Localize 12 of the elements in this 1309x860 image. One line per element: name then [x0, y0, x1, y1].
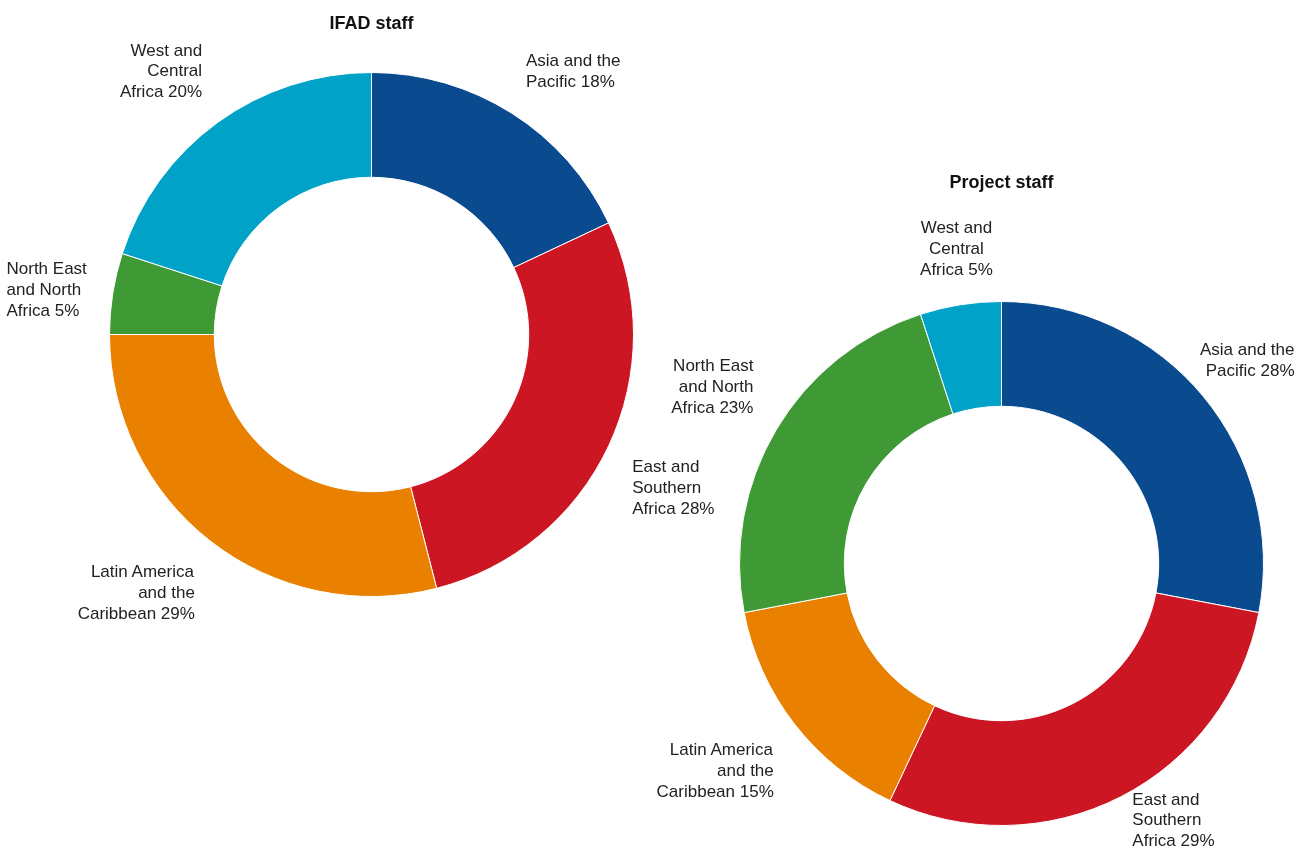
slice-label: East and Southern Africa 29% — [1132, 789, 1215, 851]
slice-label: Asia and the Pacific 28% — [1199, 339, 1295, 380]
slice-label: West and Central Africa 5% — [920, 218, 993, 279]
chart-title: IFAD staff — [329, 12, 415, 33]
slice-label: Latin America and the Caribbean 15% — [656, 740, 774, 801]
slice-label: Latin America and the Caribbean 29% — [77, 562, 195, 624]
slice-label: East and Southern Africa 28% — [632, 457, 715, 519]
slice-label: North East and North Africa 5% — [6, 259, 88, 320]
chart-title: Project staff — [949, 171, 1055, 192]
slice-label: North East and North Africa 23% — [671, 355, 754, 417]
slice-label: West and Central Africa 20% — [119, 40, 203, 102]
slice-label: Asia and the Pacific 18% — [525, 51, 621, 92]
